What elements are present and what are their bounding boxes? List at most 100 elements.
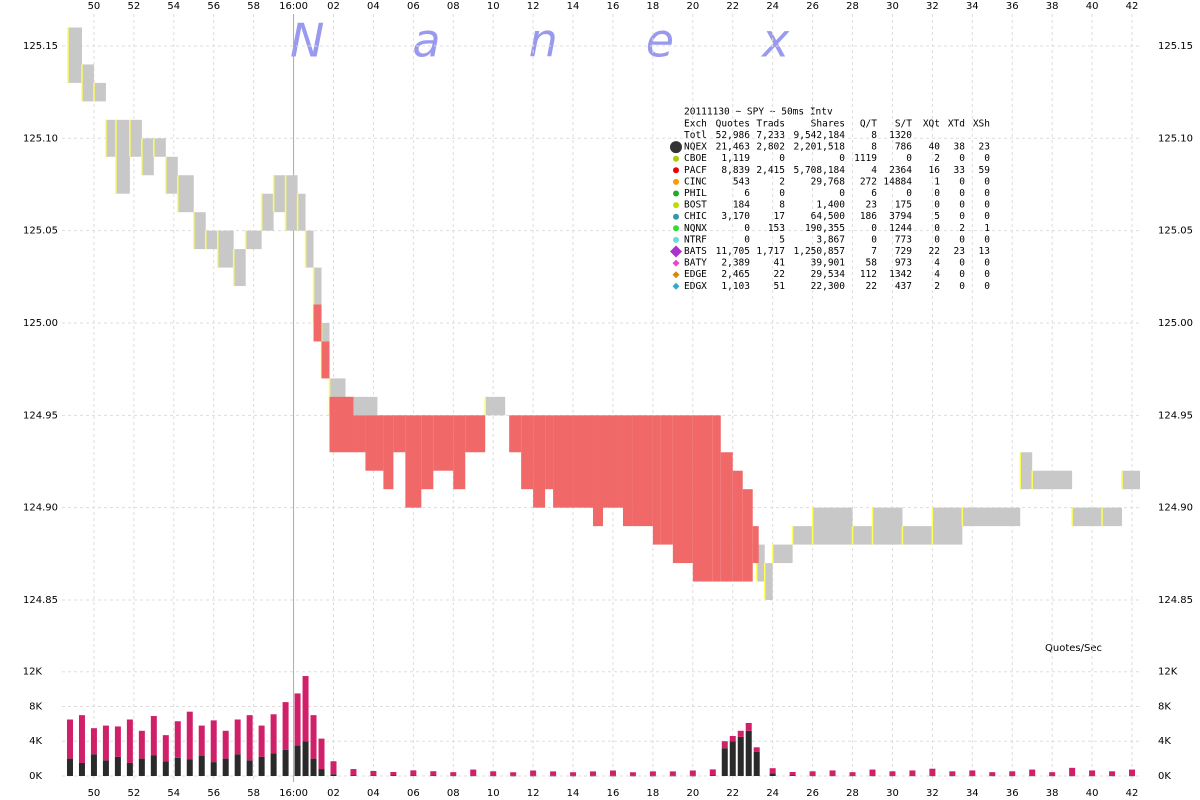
volume-bar <box>330 761 337 775</box>
volume-bar <box>510 772 517 776</box>
volume-bar <box>809 771 816 776</box>
x-tick-label: 36 <box>1006 1 1019 12</box>
stats-cell: 786 <box>895 142 912 153</box>
stats-cell: 0 <box>934 188 940 199</box>
trade-band <box>593 415 603 527</box>
stats-cell: 7 <box>871 246 877 257</box>
trade-band <box>742 489 753 582</box>
volume-bar <box>78 762 85 776</box>
stats-cell: 5,708,184 <box>794 165 846 176</box>
volume-bar <box>929 775 936 777</box>
quote-band <box>273 175 286 213</box>
x-tick-label: 28 <box>846 788 859 799</box>
volume-bar <box>889 771 896 776</box>
trade-band <box>509 415 522 453</box>
x-tick-label: 08 <box>447 1 460 12</box>
volume-bar <box>729 741 736 776</box>
volume-bar <box>550 775 557 777</box>
exchange-marker <box>672 282 680 290</box>
x-tick-label: 26 <box>806 1 819 12</box>
stats-cell: 14884 <box>883 176 912 187</box>
volume-bar <box>709 775 716 776</box>
volume-bar <box>410 775 417 777</box>
trade-band <box>692 415 713 582</box>
volume-label: Quotes/Sec <box>1045 643 1102 654</box>
x-tick-label: 16 <box>607 788 620 799</box>
volume-bar <box>829 775 836 777</box>
volume-bar <box>721 748 728 776</box>
x-tick-label: 58 <box>247 788 260 799</box>
volume-tick-label: 0K <box>1158 771 1171 782</box>
volume-bar <box>198 725 205 757</box>
volume-bar <box>350 775 357 776</box>
stats-cell: 23 <box>866 200 877 211</box>
exchange-marker <box>673 225 679 232</box>
quote-band <box>205 230 218 250</box>
volume-bar <box>721 741 728 749</box>
stats-cell: 437 <box>895 281 912 292</box>
volume-bar <box>186 759 193 776</box>
volume-bar <box>753 751 760 776</box>
x-tick-label: 08 <box>447 788 460 799</box>
y-tick-label: 124.90 <box>1158 503 1193 514</box>
stats-cell: 8 <box>871 142 877 153</box>
x-tick-label: 02 <box>327 788 340 799</box>
volume-bar <box>282 749 289 776</box>
stats-cell: 2,201,518 <box>794 142 846 153</box>
volume-bar <box>570 775 577 777</box>
stats-cell: 2,802 <box>756 142 785 153</box>
volume-bar <box>869 769 876 776</box>
stats-cell: 51 <box>774 281 786 292</box>
stats-cell: 16 <box>929 165 941 176</box>
quote-band <box>261 193 274 231</box>
quote-band <box>1122 470 1140 490</box>
x-tick-label: 32 <box>926 788 939 799</box>
y-tick-label: 124.90 <box>23 503 58 514</box>
volume-bar <box>210 762 217 776</box>
x-tick-label: 38 <box>1046 788 1059 799</box>
quote-band <box>177 175 194 213</box>
trade-band <box>752 526 759 564</box>
stats-cell: 64,500 <box>811 211 846 222</box>
volume-bar <box>929 768 936 776</box>
volume-bar <box>470 775 477 777</box>
trade-band <box>573 415 594 508</box>
stats-cell: 1,103 <box>721 281 750 292</box>
quote-band <box>193 212 206 250</box>
exchange-marker <box>673 167 679 174</box>
volume-bar <box>949 771 956 776</box>
volume-bar <box>709 769 716 776</box>
x-tick-label: 34 <box>966 788 979 799</box>
trade-band <box>353 415 366 453</box>
quote-band <box>141 138 154 176</box>
volume-bar <box>138 758 145 776</box>
volume-bar <box>66 719 73 759</box>
x-tick-label: 02 <box>327 1 340 12</box>
x-tick-label: 12 <box>527 1 540 12</box>
stats-cell: 0 <box>744 234 750 245</box>
quote-band <box>1102 507 1123 527</box>
x-tick-label: 40 <box>1086 788 1099 799</box>
stats-cell: 4 <box>871 165 877 176</box>
stats-cell: 52,986 <box>716 130 751 141</box>
volume-bar <box>1029 769 1036 776</box>
x-tick-label: 10 <box>487 1 500 12</box>
stats-cell: 6 <box>744 188 750 199</box>
quote-band <box>153 138 166 157</box>
x-tick-label: 16 <box>607 1 620 12</box>
volume-tick-label: 12K <box>23 667 43 678</box>
stats-cell: S/T <box>895 119 912 130</box>
stats-cell: 1 <box>934 176 940 187</box>
quote-band <box>285 175 298 231</box>
stats-cell: 0 <box>984 211 990 222</box>
stats-cell: 59 <box>979 165 991 176</box>
volume-bar <box>1089 770 1096 776</box>
volume-bar <box>989 772 996 776</box>
volume-bar <box>258 756 265 776</box>
stats-cell: 0 <box>779 153 785 164</box>
stats-cell: BATY <box>684 258 707 269</box>
trade-band <box>365 415 384 471</box>
y-tick-label: 125.10 <box>1158 133 1193 144</box>
volume-tick-label: 4K <box>1158 736 1171 747</box>
stats-cell: 0 <box>959 258 965 269</box>
